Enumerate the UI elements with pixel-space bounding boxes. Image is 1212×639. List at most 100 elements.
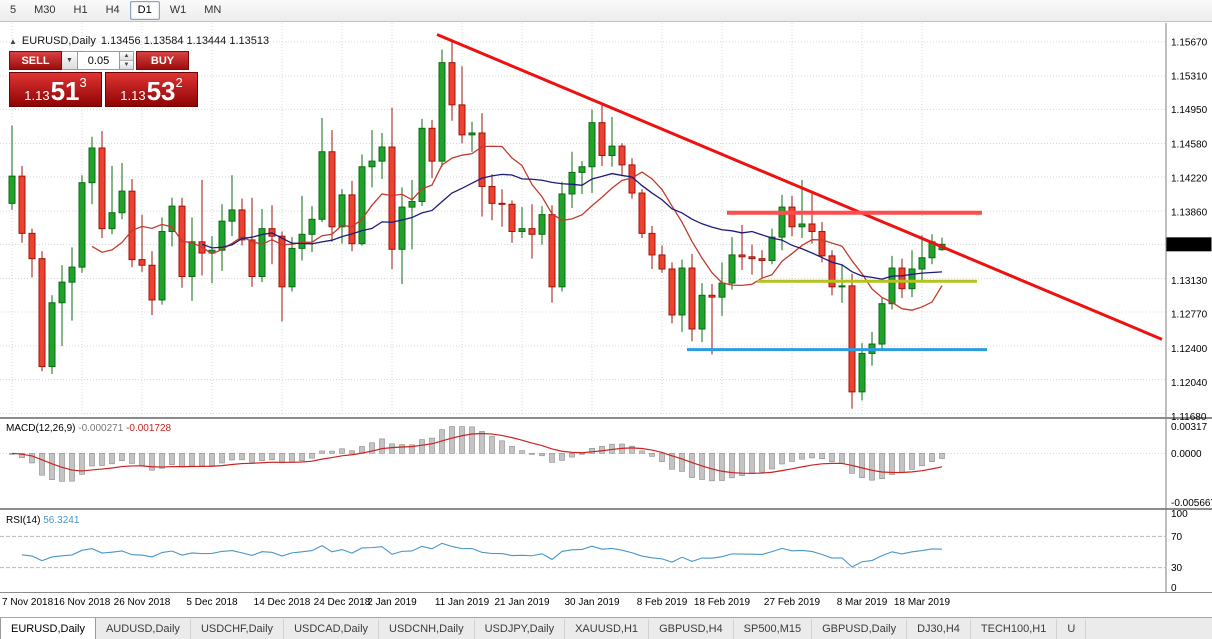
- sell-price-box[interactable]: 1.13 51 3: [9, 72, 102, 107]
- lot-spinner: ▲ ▼: [120, 51, 134, 70]
- lot-spinner-up-icon[interactable]: ▲: [120, 52, 133, 60]
- candle: [898, 267, 906, 290]
- price-tick-label: 1.14950: [1171, 105, 1208, 116]
- candle: [158, 230, 166, 301]
- buy-price-box[interactable]: 1.13 53 2: [105, 72, 198, 107]
- date-axis[interactable]: 7 Nov 2018 16 Nov 2018 26 Nov 2018 5 Dec 20…: [0, 593, 1212, 617]
- macd-bar: [849, 453, 855, 474]
- candle: [638, 192, 646, 234]
- timeframe-button-m30[interactable]: M30: [34, 4, 56, 16]
- macd-bar: [89, 453, 95, 467]
- timeframe-button-mn[interactable]: MN: [204, 4, 222, 16]
- price-tick-label: 1.12400: [1171, 344, 1208, 355]
- macd-bar: [549, 453, 555, 463]
- candle: [478, 132, 486, 187]
- macd-scale-label: 0.00317: [1171, 422, 1208, 433]
- moving-average-9[interactable]: [91, 145, 943, 311]
- date-tick-label: 18 Feb 2019: [693, 597, 751, 608]
- candle: [558, 193, 566, 288]
- chart-tab-gbpusd-h4[interactable]: GBPUSD,H4: [649, 619, 734, 639]
- chart-title: ▲ EURUSD,Daily 1.13456 1.13584 1.13444 1…: [9, 35, 269, 47]
- macd-bar: [239, 453, 245, 461]
- candle: [538, 214, 546, 235]
- candle: [598, 122, 606, 156]
- macd-bar: [659, 453, 665, 462]
- macd-bar: [499, 440, 505, 454]
- candle: [468, 132, 476, 136]
- timeframe-toolbar: 5 M30 H1 H4 D1 W1 MN: [0, 0, 1212, 22]
- macd-bar: [599, 446, 605, 454]
- candle: [28, 232, 36, 260]
- macd-bar: [209, 453, 215, 466]
- panel-separator[interactable]: [0, 508, 1212, 510]
- price-scale[interactable]: 1.15670 1.15310 1.14950 1.14580 1.14220 1.138…: [1171, 38, 1208, 423]
- chart-tab-usdcnh-daily[interactable]: USDCNH,Daily: [379, 619, 475, 639]
- chart-tab-usdjpy-daily[interactable]: USDJPY,Daily: [475, 619, 566, 639]
- sell-button[interactable]: SELL: [9, 51, 62, 70]
- candle: [258, 228, 266, 278]
- date-tick-label: 26 Nov 2018: [113, 597, 171, 608]
- date-tick-label: 16 Nov 2018: [53, 597, 111, 608]
- lot-size-input[interactable]: [78, 51, 120, 70]
- candle: [838, 285, 846, 288]
- candle: [348, 194, 356, 245]
- candle: [858, 352, 866, 393]
- candle: [298, 233, 306, 249]
- one-click-trade-panel: SELL ▼ ▲ ▼ BUY 1.13 51 3 1.13 53 2: [9, 51, 201, 107]
- macd-bar: [349, 450, 355, 454]
- candle: [458, 104, 466, 136]
- moving-average-20[interactable]: [201, 172, 943, 280]
- timeframe-button-5[interactable]: 5: [10, 4, 17, 16]
- macd-bar: [639, 450, 645, 454]
- timeframe-button-h1[interactable]: H1: [73, 4, 88, 16]
- timeframe-button-d1[interactable]: D1: [129, 1, 160, 20]
- macd-bar: [289, 453, 295, 463]
- macd-label: MACD(12,26,9) -0.000271 -0.001728: [6, 423, 172, 434]
- chart-tab-usdcad-daily[interactable]: USDCAD,Daily: [284, 619, 380, 639]
- candle: [188, 241, 196, 278]
- macd-bar: [469, 426, 475, 454]
- candle: [798, 223, 806, 228]
- trendline[interactable]: [436, 33, 1163, 341]
- chart-tab-eurusd-daily[interactable]: EURUSD,Daily: [0, 618, 96, 639]
- rsi-scale-label: 70: [1171, 532, 1183, 543]
- buy-price-pip: 2: [175, 75, 183, 90]
- chart-tab-audusd-daily[interactable]: AUDUSD,Daily: [96, 619, 191, 639]
- candle: [758, 258, 766, 262]
- chart-tab-xauusd-h1[interactable]: XAUUSD,H1: [565, 619, 650, 639]
- candles: [8, 39, 946, 409]
- chart-canvas[interactable]: 1.15670 1.15310 1.14950 1.14580 1.14220 1.138…: [0, 23, 1212, 593]
- candle: [828, 255, 836, 288]
- macd-bar: [179, 453, 185, 468]
- macd-bar: [799, 453, 805, 460]
- macd-bar: [719, 453, 725, 481]
- macd-bar: [399, 444, 405, 454]
- candle: [408, 200, 416, 208]
- chart-tab-u[interactable]: U: [1057, 619, 1087, 639]
- macd-bar: [789, 453, 795, 462]
- lot-dropdown-icon[interactable]: ▼: [62, 51, 78, 70]
- timeframe-button-w1[interactable]: W1: [169, 4, 187, 16]
- macd-bar: [749, 453, 755, 475]
- chart-tab-sp500-m15[interactable]: SP500,M15: [734, 619, 813, 639]
- buy-button[interactable]: BUY: [136, 51, 189, 70]
- panel-separator[interactable]: [0, 417, 1212, 419]
- candle: [438, 62, 446, 162]
- candle: [278, 235, 286, 288]
- date-tick-label: 30 Jan 2019: [564, 597, 620, 608]
- panel-separator[interactable]: [0, 592, 1212, 593]
- macd-bar: [829, 453, 835, 462]
- timeframe-button-h4[interactable]: H4: [105, 4, 120, 16]
- chart-tab-dj30-h4[interactable]: DJ30,H4: [907, 619, 971, 639]
- macd-bar: [529, 453, 535, 455]
- macd-bar: [489, 436, 495, 454]
- chart-tab-gbpusd-daily[interactable]: GBPUSD,Daily: [812, 619, 908, 639]
- candle: [318, 151, 326, 220]
- lot-spinner-down-icon[interactable]: ▼: [120, 60, 133, 69]
- one-click-collapse-icon[interactable]: ▲: [9, 36, 17, 46]
- price-tick-label: 1.12770: [1171, 310, 1208, 321]
- macd-bar: [139, 453, 145, 467]
- chart-tab-usdchf-daily[interactable]: USDCHF,Daily: [191, 619, 285, 639]
- chart-tab-tech100-h1[interactable]: TECH100,H1: [971, 619, 1058, 639]
- macd-bar: [859, 453, 865, 479]
